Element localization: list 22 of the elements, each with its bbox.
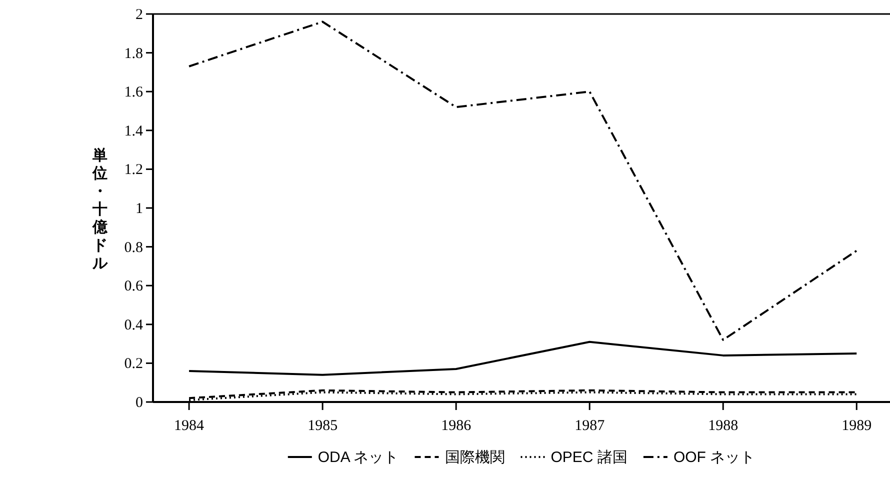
y-tick-label: 1.6 <box>124 84 144 101</box>
legend-label: OOF ネット <box>673 449 756 466</box>
y-tick-label: 0 <box>136 395 143 411</box>
y-tick-label: 0.8 <box>124 240 143 256</box>
y-tick-label: 1.2 <box>124 162 143 178</box>
x-tick-label: 1984 <box>174 418 205 434</box>
x-tick-label: 1988 <box>708 418 738 434</box>
x-tick-label: 1987 <box>574 418 606 434</box>
y-tick-label: 0.2 <box>124 356 143 372</box>
x-tick-label: 1986 <box>441 418 472 434</box>
legend-label: OPEC 諸国 <box>550 449 628 466</box>
y-tick-label: 1.4 <box>124 123 144 140</box>
y-axis-title: 単位・十億ドル <box>92 147 108 272</box>
x-tick-label: 1985 <box>308 418 338 434</box>
legend-label: 国際機関 <box>444 449 505 466</box>
y-tick-label: 0.4 <box>124 317 144 334</box>
y-tick-label: 0.6 <box>124 278 144 295</box>
y-tick-label: 2 <box>136 7 143 23</box>
x-tick-label: 1989 <box>842 418 872 434</box>
y-tick-label: 1.8 <box>124 46 143 62</box>
y-tick-label: 1 <box>136 201 143 217</box>
legend-label: ODA ネット <box>318 449 399 466</box>
